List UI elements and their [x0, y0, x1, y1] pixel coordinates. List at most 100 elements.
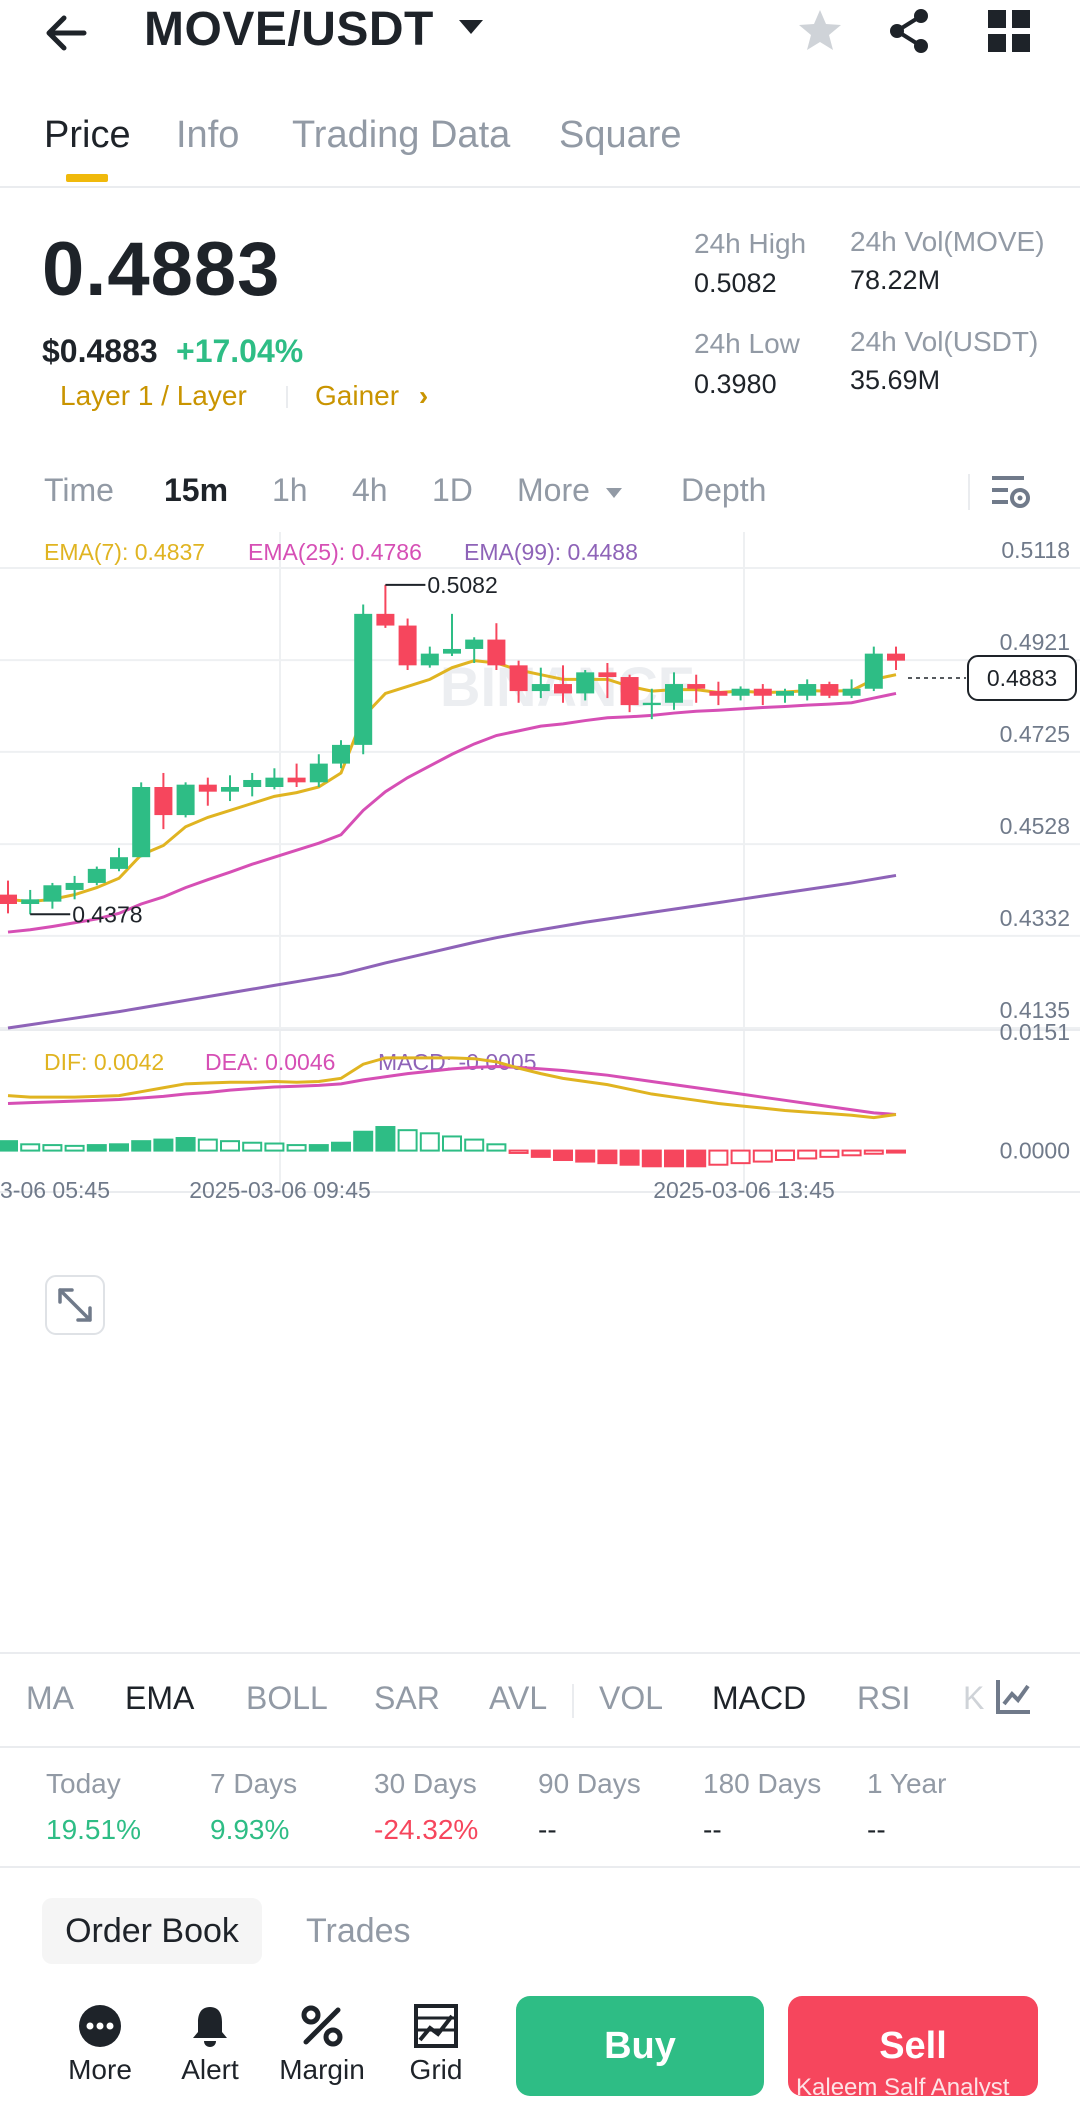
perf-value-30d: -24.32%	[374, 1814, 479, 1845]
back-arrow-icon[interactable]	[40, 8, 100, 58]
more-label: More	[68, 2054, 132, 2085]
candle-body	[687, 684, 706, 689]
candle-body	[176, 784, 195, 816]
more-dots-icon	[79, 2005, 121, 2047]
candle-body	[265, 777, 284, 788]
candle-body	[243, 779, 262, 788]
min-price-label: 0.4378	[72, 901, 142, 927]
ema25-line	[7, 691, 897, 934]
price-chart[interactable]: BINANCE0.51180.49210.47250.45280.43320.4…	[0, 532, 1080, 1652]
buy-button[interactable]: Buy	[516, 1996, 764, 2096]
indicator-kdj[interactable]: K	[963, 1680, 985, 1716]
tab-square[interactable]: Square	[559, 114, 682, 156]
tab-price[interactable]: Price	[44, 114, 131, 156]
macd-histogram-bar	[575, 1149, 596, 1163]
ema7-legend: EMA(7): 0.4837	[44, 539, 205, 565]
margin-button[interactable]: Margin	[272, 2004, 372, 2086]
tab-info[interactable]: Info	[176, 114, 240, 156]
macd-histogram-bar	[530, 1149, 551, 1158]
ema99-line	[7, 873, 897, 1030]
candle-body	[842, 688, 861, 696]
tab-order-book[interactable]: Order Book	[42, 1898, 262, 1964]
page-tabs: Price Info Trading Data Square	[0, 112, 1080, 188]
alert-button[interactable]: Alert	[160, 2004, 260, 2086]
margin-label: Margin	[279, 2054, 365, 2085]
indicator-vol[interactable]: VOL	[599, 1680, 664, 1716]
candle-body	[43, 885, 62, 902]
candle-body	[820, 684, 839, 696]
indicator-rsi[interactable]: RSI	[857, 1680, 911, 1716]
dif-legend: DIF: 0.0042	[44, 1049, 164, 1075]
more-button[interactable]: More	[50, 2004, 150, 2086]
vol-base-label: 24h Vol(MOVE)	[850, 226, 1045, 257]
perf-value-7d: 9.93%	[210, 1814, 290, 1845]
tab-trades[interactable]: Trades	[306, 1912, 411, 1950]
macd-histogram-bar	[464, 1138, 485, 1152]
margin-percent-icon	[301, 2005, 343, 2047]
macd-histogram-bar	[730, 1149, 751, 1165]
macd-histogram-bar	[508, 1149, 529, 1154]
candle-body	[531, 684, 550, 692]
macd-histogram-bar	[0, 1140, 18, 1152]
candle-body	[309, 763, 328, 783]
time-axis-label: 2025-03-06 09:45	[189, 1177, 371, 1203]
price-axis-label: 0.4921	[1000, 629, 1070, 655]
indicator-macd[interactable]: MACD	[712, 1680, 807, 1716]
macd-histogram-bar	[242, 1141, 263, 1152]
candle-body	[598, 672, 617, 678]
last-price: 0.4883	[42, 227, 281, 312]
expand-icon	[58, 1288, 92, 1322]
macd-histogram-bar	[419, 1132, 440, 1152]
macd-axis-label: 0.0151	[1000, 1019, 1070, 1045]
vol-quote-value: 35.69M	[850, 365, 941, 395]
chart-settings-icon[interactable]	[990, 472, 1032, 512]
indicator-ema[interactable]: EMA	[125, 1680, 195, 1716]
price-axis-label: 0.4332	[1000, 905, 1070, 931]
candle-body	[287, 777, 306, 783]
favorite-star-icon[interactable]	[795, 6, 845, 56]
interval-15m[interactable]: 15m	[164, 472, 229, 508]
indicator-sar[interactable]: SAR	[374, 1680, 440, 1716]
perf-label-180d: 180 Days	[703, 1768, 822, 1799]
share-icon[interactable]	[885, 6, 935, 56]
indicator-avl[interactable]: AVL	[489, 1680, 548, 1716]
macd-histogram-bar	[86, 1144, 107, 1152]
interval-depth[interactable]: Depth	[681, 472, 767, 508]
grid-button[interactable]: Grid	[386, 2004, 486, 2086]
macd-histogram-bar	[442, 1135, 462, 1152]
macd-histogram-bar	[708, 1149, 729, 1166]
trading-pair-title[interactable]: MOVE/USDT	[144, 3, 434, 56]
interval-1h[interactable]: 1h	[272, 472, 308, 508]
caret-down-icon[interactable]	[457, 18, 485, 36]
sell-button[interactable]: Sell	[788, 1996, 1038, 2096]
chevron-right-icon: ›	[418, 380, 429, 411]
indicator-settings-icon[interactable]	[994, 1676, 1034, 1716]
price-axis-label: 0.5118	[1001, 537, 1070, 563]
watermark-text: Kaleem Salf Analyst	[796, 2074, 1010, 2101]
perf-value-today: 19.51%	[46, 1814, 141, 1845]
candle-body	[0, 894, 17, 904]
candle-body	[709, 691, 728, 696]
candle-body	[798, 684, 817, 696]
indicator-boll[interactable]: BOLL	[246, 1680, 328, 1716]
perf-label-90d: 90 Days	[538, 1768, 641, 1799]
time-axis-label: 3-06 05:45	[0, 1177, 110, 1203]
category-tag-gainer[interactable]: Gainer ›	[315, 380, 428, 412]
candle-body	[731, 688, 750, 696]
indicator-divider	[572, 1684, 574, 1718]
interval-more[interactable]: More	[517, 472, 623, 509]
grid-menu-icon[interactable]	[988, 10, 1030, 52]
category-tag-layer[interactable]: Layer 1 / Layer	[60, 380, 247, 411]
candle-body	[864, 653, 883, 689]
macd-histogram-bar	[109, 1143, 129, 1152]
vol-base-value: 78.22M	[850, 265, 941, 295]
indicator-ma[interactable]: MA	[26, 1680, 74, 1716]
interval-4h[interactable]: 4h	[352, 472, 388, 508]
interval-1d[interactable]: 1D	[432, 472, 473, 508]
tab-trading-data[interactable]: Trading Data	[292, 114, 511, 156]
low-label: 24h Low	[694, 328, 800, 359]
price-axis-label: 0.4528	[1000, 813, 1070, 839]
ema99-legend: EMA(99): 0.4488	[464, 539, 638, 565]
interval-time[interactable]: Time	[44, 472, 114, 508]
macd-histogram-bar	[175, 1137, 196, 1152]
